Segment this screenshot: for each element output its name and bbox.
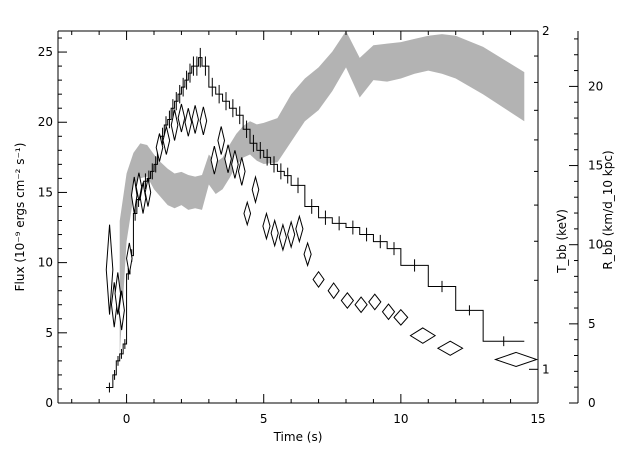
kt-diamond [354, 296, 368, 314]
kt-diamond [262, 211, 271, 241]
kt-diamond [231, 150, 239, 179]
rbb-band-layer [119, 31, 525, 356]
kt-diamond [295, 214, 304, 244]
y-right-outer-tick-label: 10 [588, 238, 603, 252]
kt-diamond [184, 108, 193, 137]
kt-diamond [135, 172, 143, 201]
kt-diamond [368, 293, 382, 311]
kt-diamond [224, 144, 232, 173]
kt-diamond [118, 290, 125, 331]
kt-diamond [210, 145, 219, 175]
flux-histogram-layer [106, 47, 525, 393]
y-right-outer-tick-label: 20 [588, 79, 603, 93]
kt-diamond [105, 224, 114, 315]
y-left-tick-label: 0 [45, 396, 53, 410]
y-right-inner-tick-label: 2 [542, 24, 550, 38]
kt-diamond [409, 327, 437, 344]
kt-diamond [237, 157, 246, 186]
kt-diamond [114, 272, 122, 315]
kt-diamond [155, 133, 164, 162]
kt-diamond [199, 106, 208, 135]
kt-diamond [381, 303, 396, 321]
kt-diamond [327, 282, 340, 300]
x-tick-label: 0 [123, 412, 131, 426]
y-left-tick-label: 5 [45, 326, 53, 340]
kt-diamond [270, 218, 279, 248]
y-right-outer-tick-label: 5 [588, 317, 596, 331]
kt-diamond [340, 291, 355, 310]
y-axis-right-inner-label: T_bb (keV) [555, 209, 569, 274]
y-axis-right-outer-label: R_bb (km/d_10 kpc) [601, 150, 615, 269]
kt-diamond [177, 103, 186, 133]
y-right-inner-tick-label: 1 [542, 362, 550, 376]
kt-diamond [126, 242, 133, 274]
kt-diamond [312, 270, 325, 289]
kt-diamond [287, 220, 296, 250]
kt-diamond [303, 241, 312, 268]
kt-diamond [393, 308, 409, 326]
kt-diamond [170, 109, 179, 141]
kt-diamond [251, 175, 260, 205]
x-tick-label: 15 [530, 412, 545, 426]
y-left-tick-label: 15 [38, 185, 53, 199]
y-left-tick-label: 10 [38, 256, 53, 270]
kt-diamond-layer [105, 103, 539, 368]
kt-diamond [162, 126, 171, 155]
kt-diamond [493, 351, 539, 368]
x-tick-label: 10 [393, 412, 408, 426]
rbb-band [119, 31, 525, 356]
kt-diamond [278, 222, 287, 252]
y-right-outer-tick-label: 0 [588, 396, 596, 410]
kt-diamond [243, 200, 252, 227]
kt-diamond [217, 126, 226, 155]
kt-diamond [131, 176, 138, 214]
kt-diamond [144, 178, 152, 207]
y-left-tick-label: 20 [38, 115, 53, 129]
x-tick-label: 5 [260, 412, 268, 426]
kt-diamond [191, 105, 199, 134]
y-axis-left-label: Flux (10⁻⁹ ergs cm⁻² s⁻¹) [13, 143, 27, 292]
x-axis-label: Time (s) [273, 430, 323, 444]
kt-diamond [436, 340, 464, 356]
y-left-tick-label: 25 [38, 45, 53, 59]
y-right-outer-tick-label: 15 [588, 159, 603, 173]
